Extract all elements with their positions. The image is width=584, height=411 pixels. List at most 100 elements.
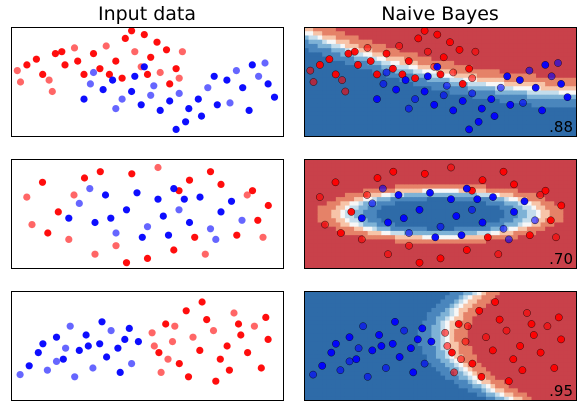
blue-point <box>91 218 99 227</box>
surface-cell <box>322 307 328 313</box>
surface-cell <box>358 167 364 173</box>
blue-point <box>541 61 550 69</box>
surface-cell <box>390 214 396 219</box>
surface-cell <box>540 371 546 377</box>
blue-point <box>75 346 83 354</box>
surface-cell <box>426 367 432 372</box>
surface-cell <box>490 73 496 79</box>
surface-cell <box>572 239 577 245</box>
surface-cell <box>449 205 455 211</box>
surface-cell <box>467 226 473 232</box>
surface-cell <box>308 159 314 164</box>
surface-cell <box>522 184 528 190</box>
surface-cell <box>558 90 564 96</box>
surface-cell <box>522 264 528 269</box>
surface-cell <box>504 52 510 58</box>
red-point <box>462 246 471 254</box>
surface-cell <box>399 222 405 228</box>
surface-cell <box>413 128 419 134</box>
surface-cell <box>367 163 373 169</box>
surface-cell <box>322 107 328 113</box>
surface-cell <box>567 341 574 347</box>
surface-cell <box>499 329 505 334</box>
surface-cell <box>304 337 310 343</box>
surface-cell <box>376 77 382 83</box>
surface-cell <box>536 329 542 334</box>
surface-cell <box>349 303 355 309</box>
surface-cell <box>390 392 396 398</box>
surface-cell <box>490 264 496 269</box>
surface-cell <box>381 375 387 381</box>
surface-cell <box>313 239 319 245</box>
surface-cell <box>435 299 442 305</box>
surface-cell <box>458 115 464 121</box>
surface-cell <box>495 396 501 401</box>
surface-cell <box>449 192 455 198</box>
surface-cell <box>513 94 519 100</box>
surface-cell <box>354 295 360 301</box>
surface-cell <box>467 350 473 356</box>
surface-cell <box>381 128 387 134</box>
surface-cell <box>317 337 323 343</box>
surface-cell <box>499 128 505 134</box>
surface-cell <box>536 312 542 317</box>
surface-cell <box>326 392 332 398</box>
surface-cell <box>499 371 505 377</box>
surface-cell <box>458 124 464 130</box>
surface-cell <box>308 252 314 257</box>
surface-cell <box>445 312 451 317</box>
surface-cell <box>472 392 478 398</box>
surface-cell <box>476 324 483 330</box>
surface-cell <box>413 243 419 249</box>
surface-cell <box>413 90 419 96</box>
surface-cell <box>372 82 378 87</box>
surface-cell <box>413 43 419 49</box>
surface-cell <box>495 90 501 96</box>
surface-cell <box>395 103 401 108</box>
surface-cell <box>540 299 546 305</box>
surface-cell <box>358 303 364 309</box>
surface-cell <box>381 56 387 62</box>
surface-cell <box>558 307 564 313</box>
surface-cell <box>513 218 519 224</box>
surface-cell <box>399 358 405 364</box>
surface-cell <box>422 230 428 236</box>
red-point <box>499 167 508 176</box>
surface-cell <box>490 333 496 339</box>
surface-cell <box>463 94 469 100</box>
surface-cell <box>531 39 537 45</box>
surface-cell <box>513 27 519 32</box>
surface-cell <box>413 264 419 269</box>
surface-cell <box>558 324 564 330</box>
surface-cell <box>458 86 464 92</box>
surface-cell <box>499 201 505 207</box>
surface-cell <box>454 358 460 364</box>
blue-point <box>147 91 155 99</box>
red-point <box>216 355 224 363</box>
surface-cell <box>408 27 414 32</box>
surface-cell <box>481 201 487 207</box>
surface-cell <box>435 52 442 58</box>
surface-cell <box>376 56 382 62</box>
surface-cell <box>531 90 537 96</box>
surface-cell <box>322 90 328 96</box>
surface-cell <box>440 252 446 257</box>
surface-cell <box>417 358 423 364</box>
surface-cell <box>467 94 473 100</box>
surface-cell <box>376 180 382 185</box>
surface-cell <box>349 132 355 137</box>
surface-cell <box>536 205 542 211</box>
surface-cell <box>426 235 432 240</box>
surface-cell <box>344 180 351 185</box>
surface-cell <box>445 115 451 121</box>
surface-cell <box>540 163 546 169</box>
surface-cell <box>435 243 442 249</box>
surface-cell <box>495 120 501 125</box>
surface-cell <box>304 218 310 224</box>
surface-cell <box>449 35 455 41</box>
surface-cell <box>513 329 519 334</box>
surface-cell <box>326 291 332 296</box>
surface-cell <box>376 350 382 356</box>
surface-cell <box>445 264 451 269</box>
surface-cell <box>499 260 505 266</box>
